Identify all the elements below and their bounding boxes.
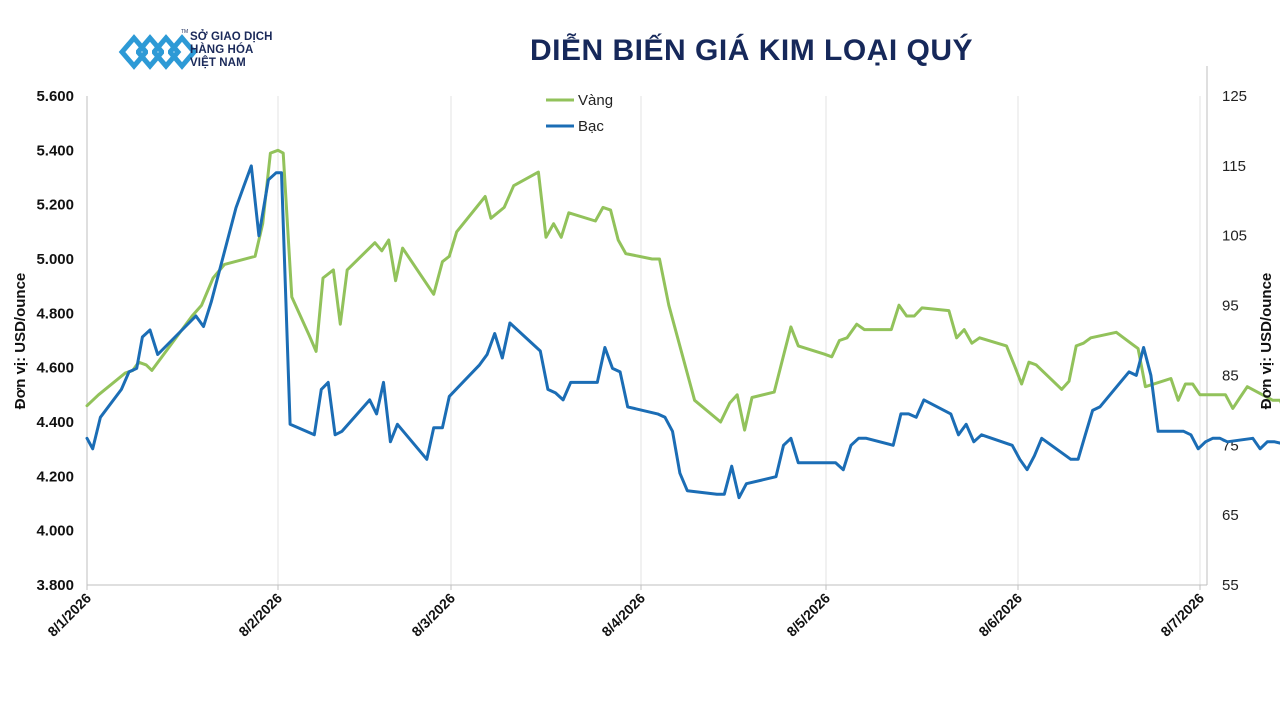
left-tick-label: 5.200 (36, 197, 74, 214)
left-tick-label: 5.000 (36, 251, 74, 268)
right-tick-label: 85 (1222, 367, 1239, 384)
logo-line-3: VIỆT NAM (190, 57, 246, 69)
x-axis: 8/1/2026 8/2/2026 8/3/2026 8/4/2026 8/5/2026… (44, 585, 1207, 640)
chart-legend: Vàng Bạc (546, 92, 613, 135)
x-tick-label: 8/4/2026 (598, 590, 648, 640)
left-tick-label: 4.400 (36, 414, 74, 431)
chart-grid (86, 96, 1201, 585)
right-tick-label: 65 (1222, 507, 1239, 524)
chart-axes (86, 66, 1208, 586)
legend-label: Vàng (578, 92, 613, 109)
legend-label: Bạc (578, 118, 604, 135)
left-tick-label: 4.800 (36, 305, 74, 322)
logo-trademark: TM (181, 29, 189, 35)
series-line-1 (85, 164, 1280, 500)
logo-line-2: HÀNG HÓA (190, 44, 254, 56)
logo-text: SỞ GIAO DỊCH HÀNG HÓA VIỆT NAM (190, 31, 273, 70)
series-line-0 (85, 148, 1280, 432)
x-tick-label: 8/6/2026 (975, 590, 1025, 640)
logo-line-1: SỞ GIAO DỊCH (190, 31, 273, 43)
left-tick-label: 4.200 (36, 468, 74, 485)
left-axis-label: Đơn vị: USD/ounce (12, 273, 29, 410)
series-lines (85, 148, 1280, 500)
left-y-axis: 3.800 4.000 4.200 4.400 4.600 4.800 5.000 5.200… (36, 88, 74, 594)
chart-title: DIỄN BIẾN GIÁ KIM LOẠI QUÝ (530, 34, 974, 67)
logo-diamond-icon (118, 34, 150, 70)
right-tick-label: 55 (1222, 577, 1239, 594)
x-tick-label: 8/2/2026 (235, 590, 285, 640)
x-tick-label: 8/5/2026 (783, 590, 833, 640)
right-tick-label: 95 (1222, 298, 1239, 315)
left-tick-label: 4.600 (36, 360, 74, 377)
right-tick-label: 125 (1222, 88, 1247, 105)
left-tick-label: 3.800 (36, 577, 74, 594)
x-tick-label: 8/7/2026 (1157, 590, 1207, 640)
left-tick-label: 5.400 (36, 142, 74, 159)
right-tick-label: 115 (1222, 158, 1246, 175)
right-tick-label: 105 (1222, 228, 1247, 245)
company-logo (118, 34, 198, 70)
left-tick-label: 4.000 (36, 523, 74, 540)
right-axis-label: Đơn vị: USD/ounce (1258, 273, 1275, 410)
left-tick-label: 5.600 (36, 88, 74, 105)
x-tick-label: 8/3/2026 (408, 590, 458, 640)
x-tick-label: 8/1/2026 (44, 590, 94, 640)
